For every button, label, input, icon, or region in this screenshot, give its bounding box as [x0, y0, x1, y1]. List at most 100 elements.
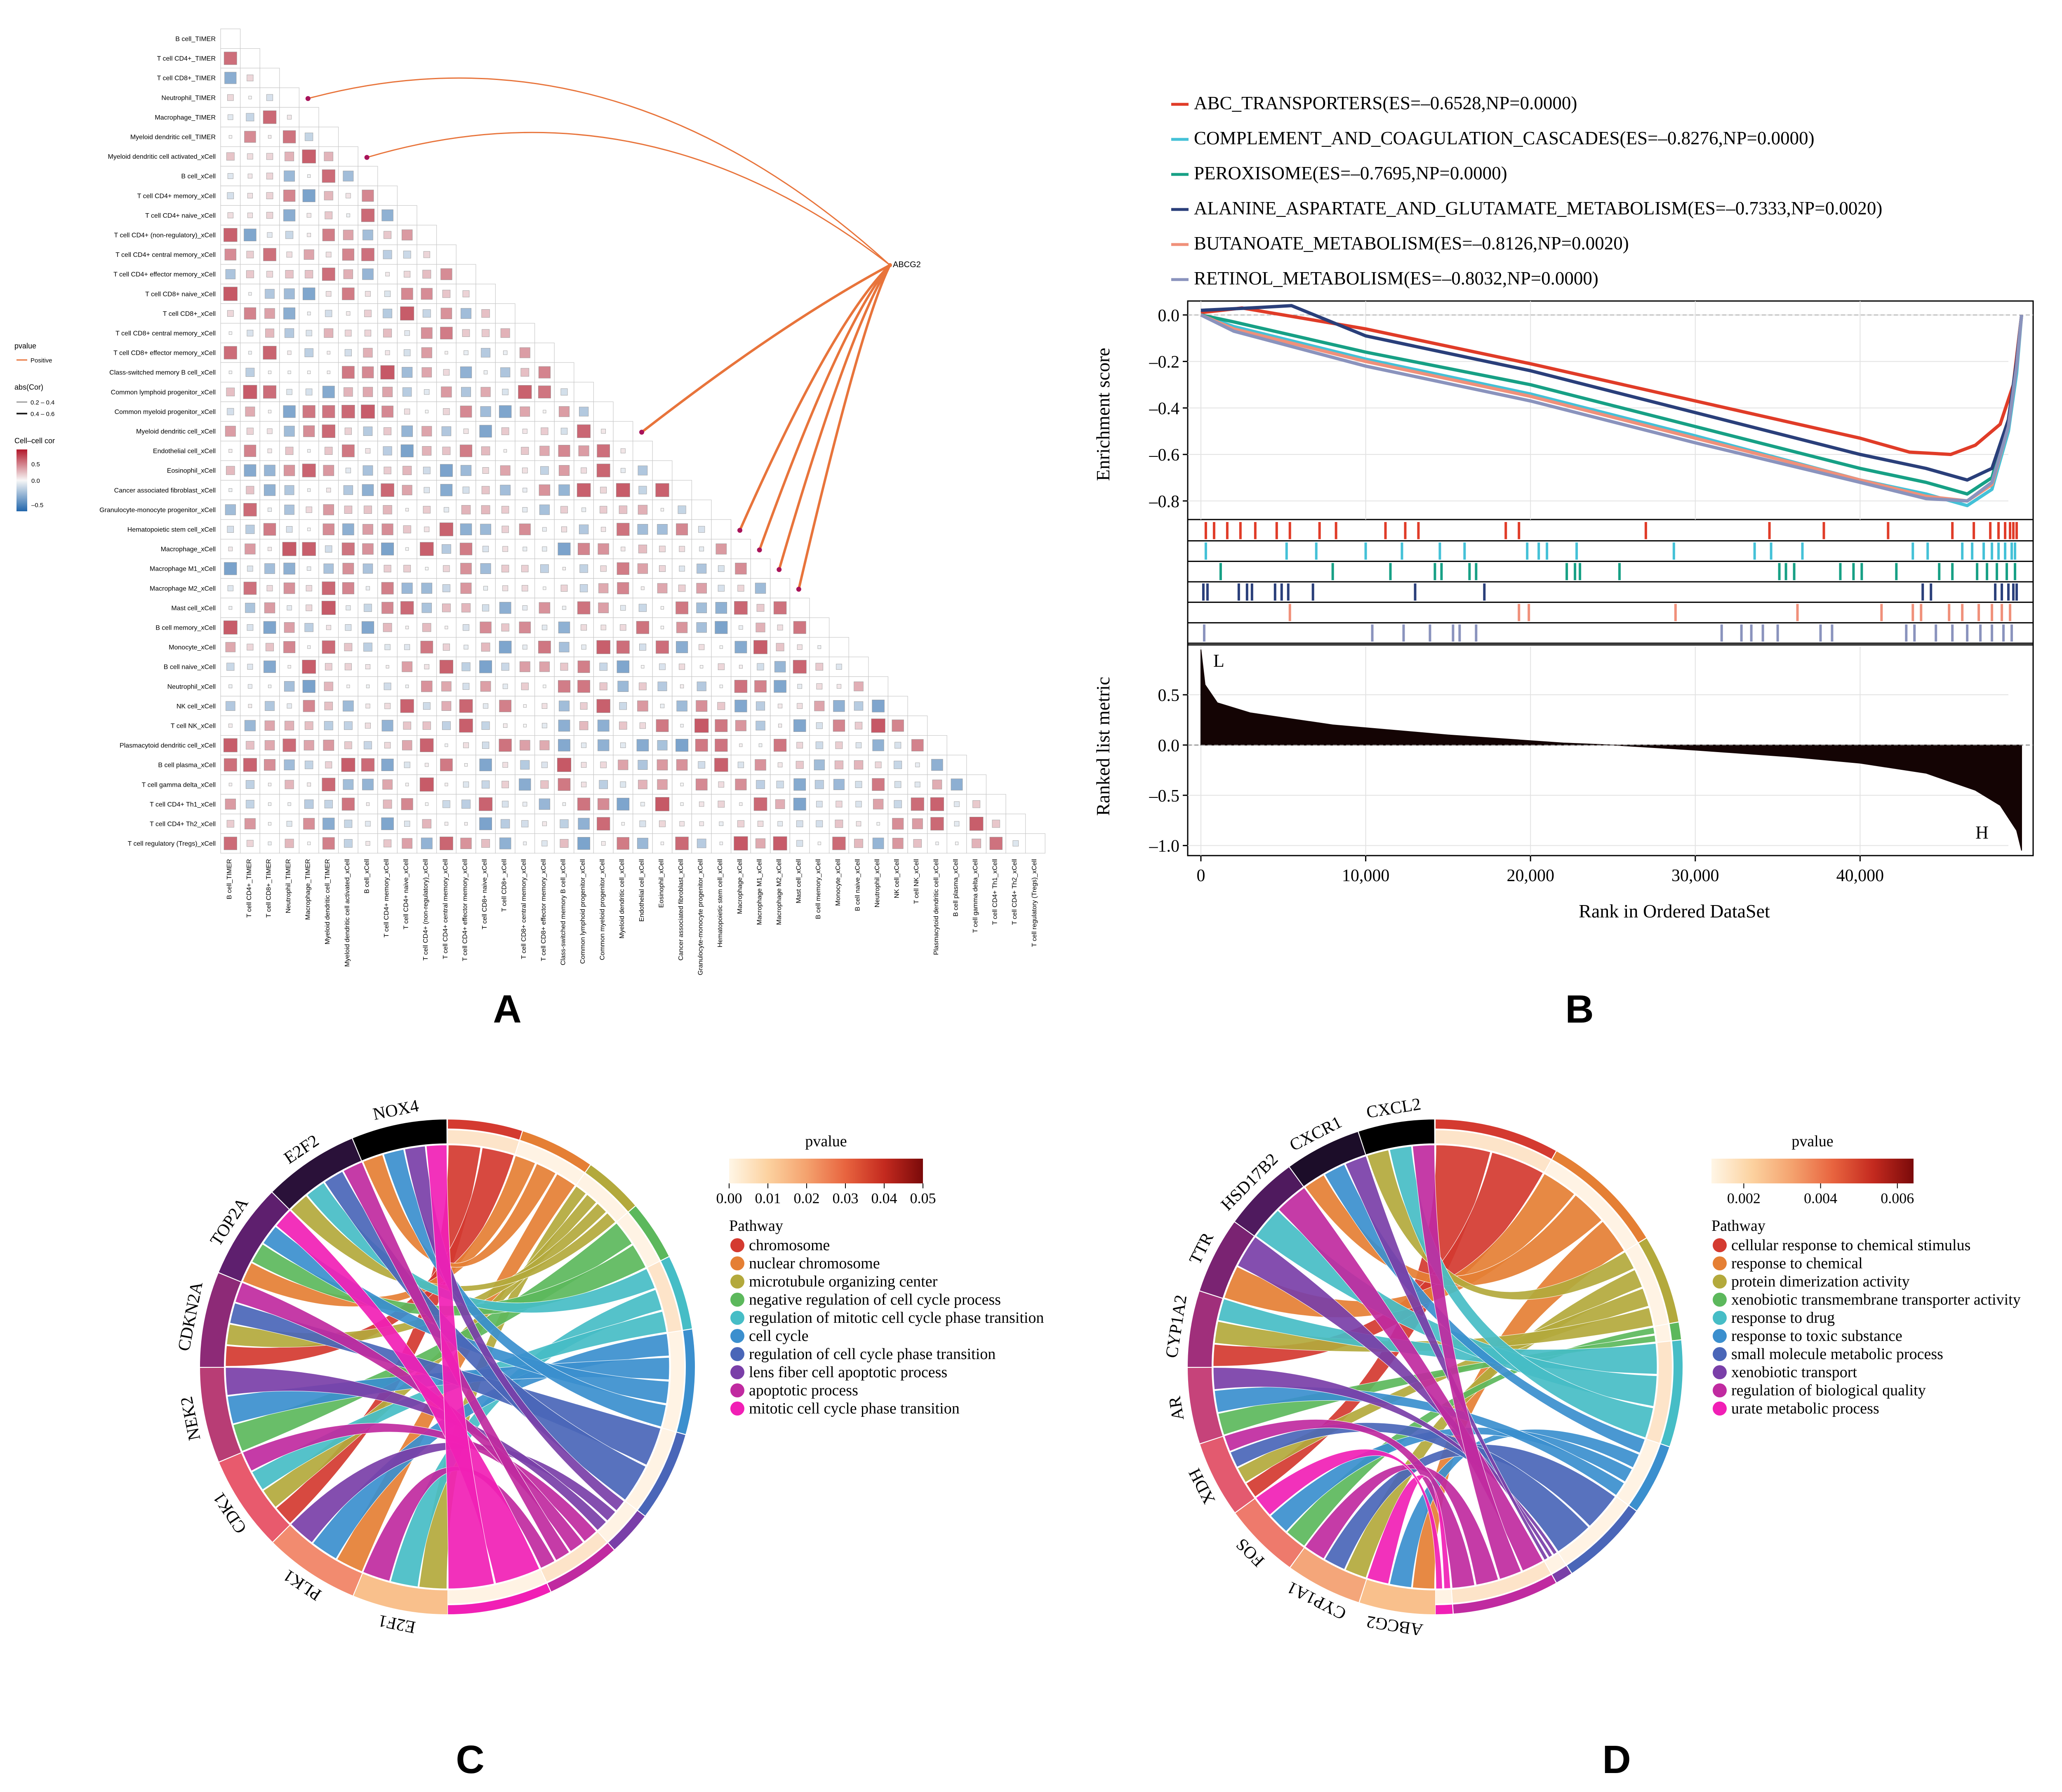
heatmap-cell: [365, 448, 371, 454]
heatmap-cell: [715, 602, 727, 614]
heatmap-cell: [223, 620, 238, 635]
heatmap-cell: [539, 798, 551, 810]
heatmap-cell: [715, 719, 728, 732]
heatmap-cell: [480, 524, 491, 535]
heatmap-cell: [384, 644, 391, 650]
heatmap-cell: [678, 584, 686, 592]
heatmap-cell: [461, 603, 471, 613]
heatmap-cell: [425, 802, 428, 806]
heatmap-cell: [365, 841, 370, 846]
heatmap-cell: [286, 821, 292, 827]
heatmap-cell: [481, 839, 490, 848]
es-axis-label: Enrichment score: [1092, 348, 1113, 481]
heatmap-cell: [872, 778, 885, 791]
heatmap-cell: [343, 700, 354, 712]
panel-letter-d: D: [1602, 1738, 1631, 1782]
heatmap-cell: [502, 801, 509, 808]
correlation-link: [758, 264, 891, 550]
column-label: T cell regulatory (Tregs)_xCell: [1031, 859, 1038, 947]
heatmap-cell: [266, 94, 273, 101]
heatmap-cell: [224, 72, 237, 84]
heatmap-cell: [558, 465, 570, 476]
heatmap-cell: [679, 663, 685, 670]
pathway-arc: [1552, 1151, 1646, 1242]
heatmap-cell-frame: [927, 735, 947, 755]
heatmap-cell: [538, 386, 551, 399]
heatmap-cell: [244, 307, 257, 320]
heatmap-cell: [834, 760, 843, 769]
heatmap-cell: [402, 229, 413, 240]
heatmap-cell: [325, 761, 332, 769]
heatmap-cell: [247, 644, 254, 651]
heatmap-cell: [284, 485, 294, 495]
heatmap-cell: [400, 699, 414, 713]
column-label: T cell gamma delta_xCell: [972, 859, 979, 933]
heatmap-cell: [520, 368, 530, 377]
heatmap-cell: [226, 701, 235, 711]
heatmap-cell: [502, 388, 508, 395]
heatmap-cell: [362, 484, 374, 496]
heatmap-cell-frame: [299, 480, 319, 501]
chord-ribbons: [225, 1145, 670, 1589]
heatmap-cell: [321, 601, 336, 615]
legend-pvalue-title: pvalue: [14, 342, 36, 350]
heatmap-cell: [460, 837, 472, 849]
heatmap-cell: [483, 703, 488, 709]
heatmap-cell: [680, 684, 684, 689]
heatmap-cell: [597, 817, 610, 830]
column-label: Hematopoietic stem cell_xCell: [717, 859, 724, 947]
heatmap-cell: [539, 602, 551, 614]
heatmap-cell: [264, 720, 275, 731]
heatmap-cell: [247, 624, 254, 631]
heatmap-cell: [989, 837, 1003, 850]
heatmap-cell: [405, 547, 409, 551]
pathway-swatch: [1713, 1402, 1727, 1416]
heatmap-cell: [793, 660, 807, 674]
legend-label: COMPLEMENT_AND_COAGULATION_CASCADES(ES=–…: [1194, 128, 1815, 148]
column-label: T cell CD8+_TIMER: [265, 859, 272, 917]
heatmap-cell: [482, 741, 490, 749]
heatmap-cell: [224, 228, 238, 242]
heatmap-cell: [247, 428, 254, 435]
heatmap-cell: [228, 547, 233, 551]
heatmap-cell: [285, 839, 294, 848]
heatmap-cell: [323, 504, 334, 515]
heatmap-cell: [483, 370, 488, 374]
chord-ribbon: [1412, 1145, 1522, 1580]
heatmap-cell: [425, 567, 428, 570]
heatmap-cell: [344, 643, 353, 651]
chord-ribbon: [225, 1367, 607, 1531]
heatmap-cell-frame: [1025, 833, 1045, 854]
heatmap-cell: [753, 640, 767, 654]
gene-arc: [272, 1138, 361, 1209]
heatmap-cell: [322, 424, 335, 438]
heatmap-cell: [248, 704, 252, 708]
heatmap-cell: [755, 759, 766, 771]
heatmap-cell: [439, 522, 453, 536]
chord-ribbon: [291, 1195, 616, 1292]
heatmap-cell: [499, 738, 512, 752]
pathway-swatch: [730, 1293, 744, 1307]
heatmap-cell-frame: [397, 794, 417, 814]
legend-label: ALANINE_ASPARTATE_AND_GLUTAMATE_METABOLI…: [1194, 198, 1882, 219]
column-label: Common lymphoid progenitor_xCell: [579, 859, 586, 964]
heatmap-cell-frame: [259, 558, 280, 579]
heatmap-cell: [307, 645, 311, 649]
heatmap-cell: [676, 641, 688, 653]
pathway-arc: [520, 1131, 590, 1172]
heatmap-cell: [581, 467, 587, 474]
heatmap-cell: [420, 542, 434, 556]
heatmap-cell: [955, 842, 958, 845]
heatmap-cell: [344, 663, 352, 670]
heatmap-cell: [680, 783, 684, 786]
column-label: Granulocyte-monocyte progenitor_xCell: [697, 859, 704, 975]
heatmap-cell: [816, 722, 823, 729]
heatmap-cell: [422, 309, 431, 318]
heatmap-cell: [246, 270, 254, 278]
heatmap-cell: [577, 837, 591, 850]
heatmap-cell: [814, 780, 824, 789]
heatmap-cell: [247, 74, 254, 82]
heatmap-cell: [778, 703, 783, 708]
heatmap-cell: [441, 426, 452, 436]
